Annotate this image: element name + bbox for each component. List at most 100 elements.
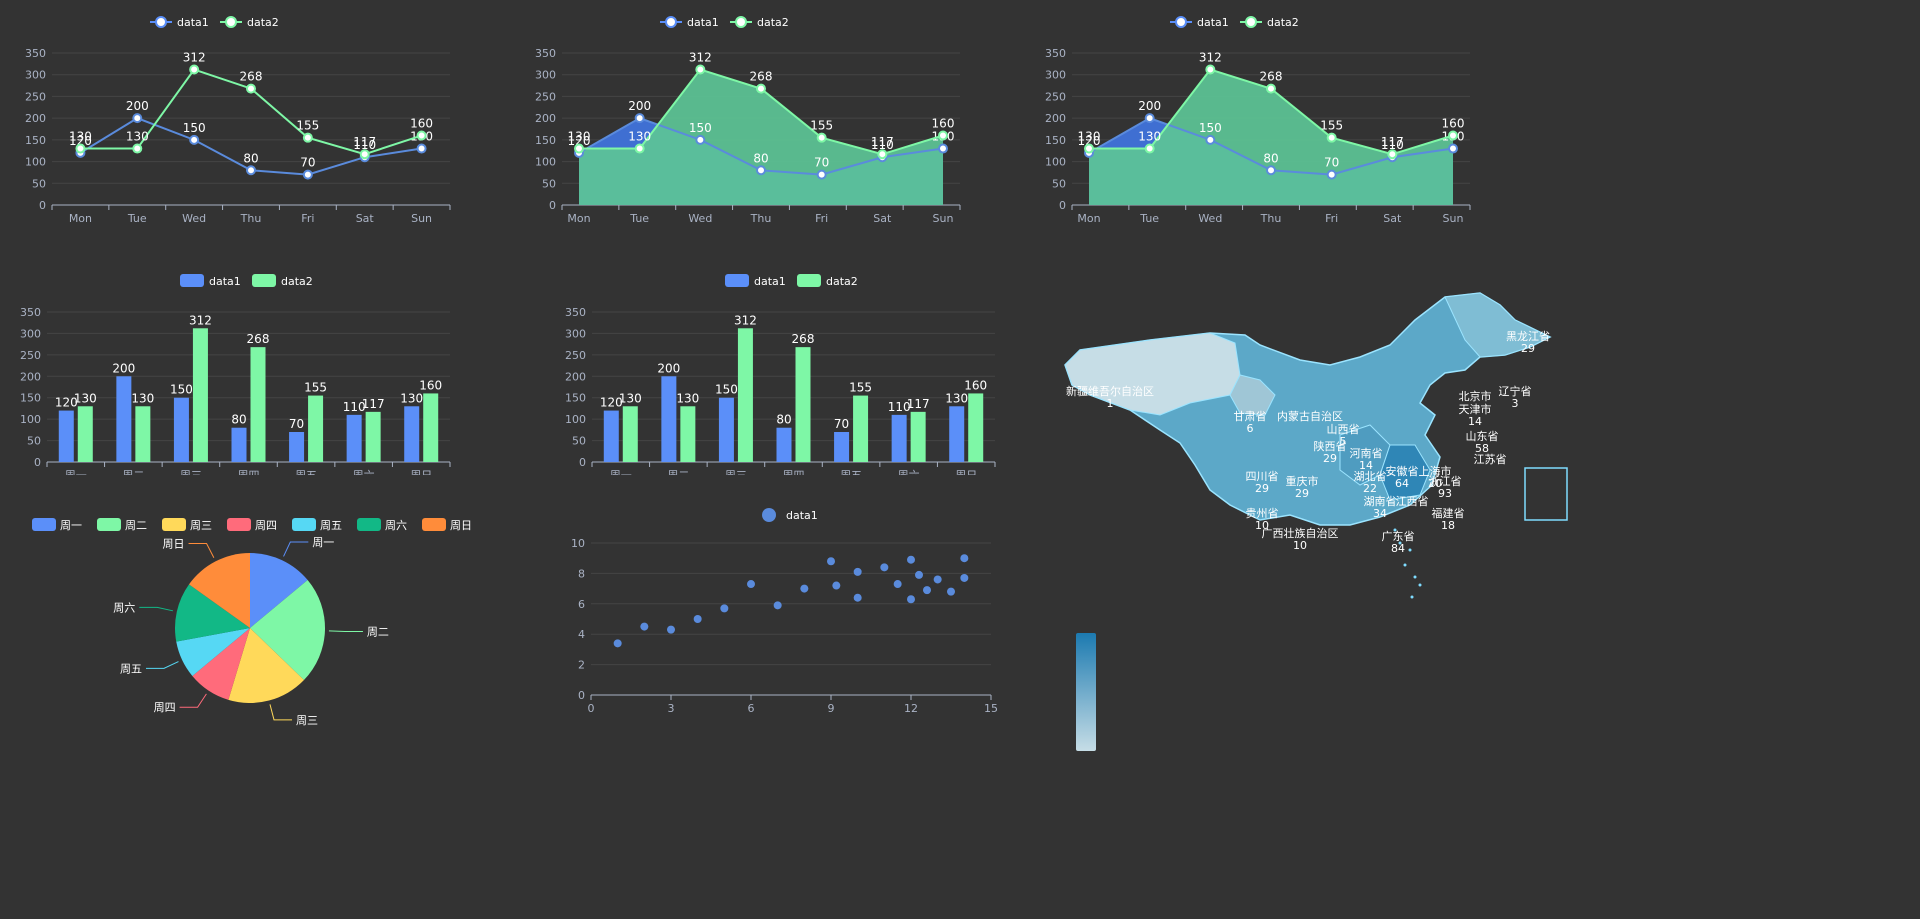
region-east[interactable] — [1379, 444, 1431, 501]
pie-slice[interactable] — [189, 553, 250, 628]
data-point[interactable] — [1448, 143, 1458, 154]
legend-swatch[interactable] — [422, 518, 446, 531]
pie-slice[interactable] — [175, 584, 250, 642]
bar[interactable] — [231, 427, 247, 462]
scatter-point[interactable] — [640, 622, 649, 631]
data-point[interactable] — [756, 83, 766, 94]
legend-swatch[interactable] — [292, 518, 316, 531]
legend-swatch[interactable] — [162, 518, 186, 531]
pie-slice[interactable] — [250, 580, 325, 681]
scatter-point[interactable] — [853, 567, 862, 576]
data-point[interactable] — [634, 143, 645, 154]
legend-swatch[interactable] — [357, 518, 381, 531]
legend-swatch[interactable] — [180, 274, 204, 287]
bar[interactable] — [718, 397, 734, 462]
scatter-point[interactable] — [960, 554, 969, 563]
scatter-point[interactable] — [827, 557, 835, 566]
pie-slice[interactable] — [228, 628, 304, 703]
pie-slice[interactable] — [192, 628, 250, 700]
scatter-point[interactable] — [880, 563, 889, 572]
data-point[interactable] — [1205, 134, 1216, 145]
bar[interactable] — [834, 432, 850, 462]
data-point[interactable] — [1266, 83, 1276, 94]
data-point[interactable] — [574, 143, 584, 154]
data-point[interactable] — [634, 113, 645, 124]
scatter-point[interactable] — [720, 604, 729, 613]
scatter-point[interactable] — [832, 581, 841, 590]
scatter-point[interactable] — [947, 587, 955, 596]
pie-slice[interactable] — [176, 628, 250, 676]
bar[interactable] — [289, 432, 305, 462]
scatter-point[interactable] — [893, 580, 902, 589]
data-point[interactable] — [246, 83, 256, 94]
scatter-point[interactable] — [923, 586, 931, 595]
data-point[interactable] — [1205, 64, 1216, 75]
data-point[interactable] — [359, 149, 370, 160]
bar[interactable] — [58, 410, 74, 462]
scatter-point[interactable] — [667, 625, 675, 634]
bar[interactable] — [622, 406, 638, 462]
scatter-point[interactable] — [907, 595, 915, 604]
data-point[interactable] — [132, 113, 143, 124]
scatter-point[interactable] — [907, 555, 915, 564]
data-point[interactable] — [695, 134, 706, 145]
bar[interactable] — [346, 414, 362, 462]
bar[interactable] — [77, 406, 93, 462]
bar[interactable] — [365, 411, 381, 462]
scatter-point[interactable] — [915, 570, 923, 579]
bar[interactable] — [853, 395, 869, 462]
legend-swatch[interactable] — [252, 274, 276, 287]
data-point[interactable] — [1387, 149, 1398, 160]
data-point[interactable] — [1084, 143, 1094, 154]
bar[interactable] — [737, 328, 753, 462]
legend-swatch[interactable] — [725, 274, 749, 287]
bar[interactable] — [910, 411, 926, 462]
bar[interactable] — [603, 410, 619, 462]
scatter-point[interactable] — [853, 593, 862, 602]
region-xinjiang[interactable] — [1064, 332, 1241, 416]
region-gansu[interactable] — [1229, 374, 1276, 416]
data-point[interactable] — [416, 130, 427, 141]
data-point[interactable] — [189, 64, 200, 75]
bar[interactable] — [776, 427, 792, 462]
data-point[interactable] — [938, 130, 948, 141]
bar[interactable] — [192, 328, 208, 462]
scatter-point[interactable] — [773, 601, 782, 610]
visualmap-bar[interactable] — [1076, 633, 1096, 751]
legend-marker[interactable] — [762, 508, 776, 522]
legend-swatch[interactable] — [797, 274, 821, 287]
bar[interactable] — [308, 395, 324, 462]
bar[interactable] — [423, 393, 439, 462]
scatter-point[interactable] — [933, 575, 942, 584]
data-point[interactable] — [756, 165, 766, 176]
bar[interactable] — [661, 376, 677, 462]
data-point[interactable] — [1448, 130, 1458, 141]
bar[interactable] — [949, 406, 965, 462]
bar[interactable] — [891, 414, 907, 462]
legend-marker[interactable] — [735, 16, 747, 28]
scatter-point[interactable] — [960, 573, 969, 582]
data-point[interactable] — [816, 132, 827, 143]
bar[interactable] — [680, 406, 696, 462]
bar[interactable] — [135, 406, 151, 462]
data-point[interactable] — [1326, 132, 1337, 143]
data-point[interactable] — [1266, 165, 1276, 176]
scatter-point[interactable] — [613, 639, 622, 648]
data-point[interactable] — [189, 134, 200, 145]
data-point[interactable] — [302, 132, 313, 143]
legend-marker[interactable] — [225, 16, 237, 28]
bar[interactable] — [404, 406, 420, 462]
pie-slice[interactable] — [250, 553, 308, 628]
region-heilongjiang[interactable] — [1444, 292, 1552, 358]
data-point[interactable] — [1144, 113, 1155, 124]
data-point[interactable] — [132, 143, 143, 154]
legend-swatch[interactable] — [97, 518, 121, 531]
legend-marker[interactable] — [155, 16, 167, 28]
data-point[interactable] — [695, 64, 706, 75]
scatter-point[interactable] — [800, 584, 809, 593]
bar[interactable] — [250, 347, 266, 462]
data-point[interactable] — [938, 143, 948, 154]
bar[interactable] — [116, 376, 132, 462]
data-point[interactable] — [816, 169, 827, 180]
scatter-point[interactable] — [747, 580, 755, 589]
